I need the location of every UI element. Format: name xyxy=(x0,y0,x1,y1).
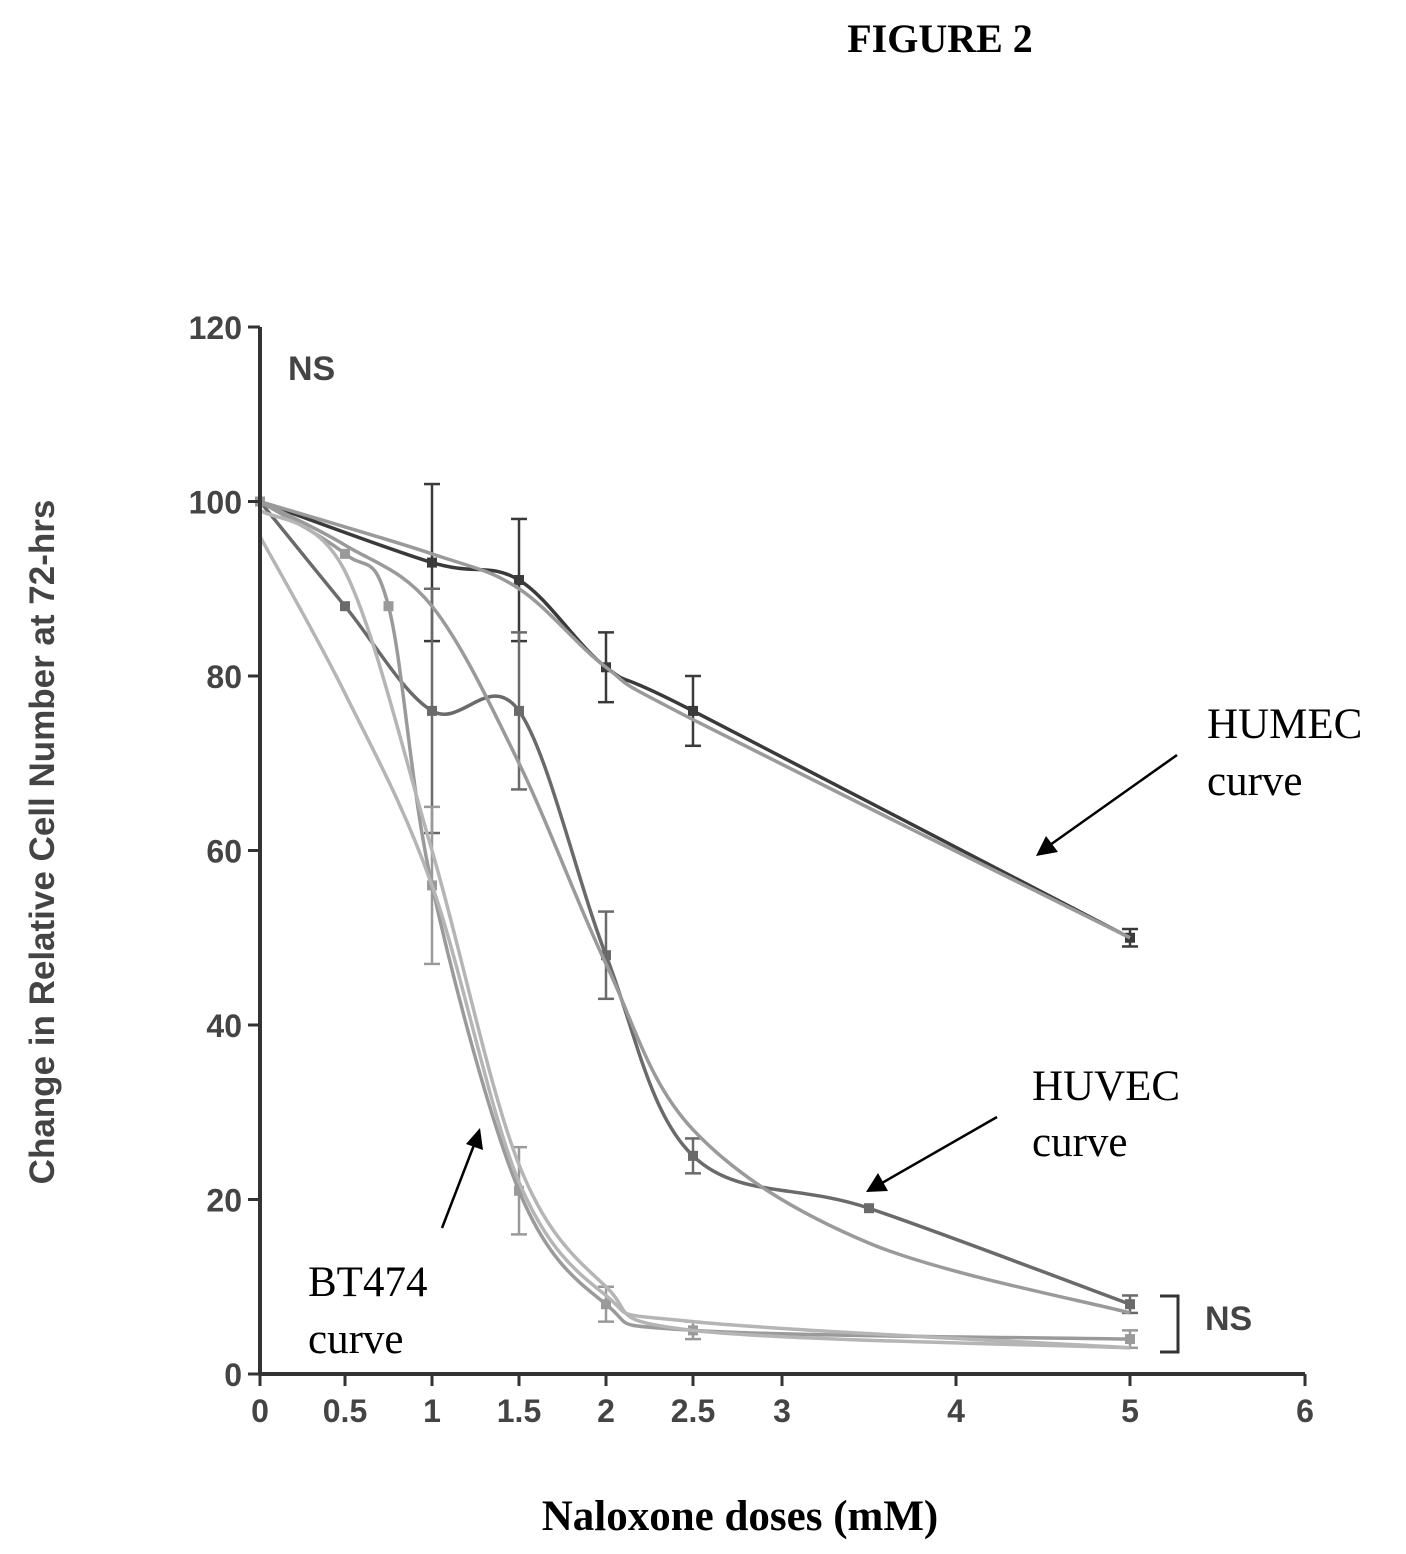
y-tick-label: 80 xyxy=(206,659,242,695)
figure-title: FIGURE 2 xyxy=(847,16,1033,61)
x-tick-label: 2.5 xyxy=(671,1393,715,1429)
y-tick-label: 20 xyxy=(206,1183,242,1219)
bt474-arrow xyxy=(440,1128,483,1229)
series-6 xyxy=(258,535,1131,1350)
series-3 xyxy=(255,496,1138,1315)
x-tick-label: 2 xyxy=(597,1393,615,1429)
series-4 xyxy=(259,499,1131,1315)
series-layer xyxy=(255,482,1138,1350)
series-5 xyxy=(255,496,1138,1350)
series-line xyxy=(259,499,1131,940)
ns-bracket xyxy=(1160,1294,1180,1354)
data-point xyxy=(427,557,437,568)
humec-label-line1: HUMEC xyxy=(1207,701,1362,748)
x-tick-label: 1.5 xyxy=(497,1393,541,1429)
data-point xyxy=(1125,1334,1135,1345)
data-point xyxy=(1125,1299,1135,1310)
x-tick-label: 0.5 xyxy=(323,1393,367,1429)
data-point xyxy=(688,705,698,716)
series-line xyxy=(258,508,1131,1350)
huvec-label-line2: curve xyxy=(1032,1119,1128,1166)
y-axis-label: Change in Relative Cell Number at 72-hrs xyxy=(23,500,62,1185)
y-tick-label: 40 xyxy=(206,1008,242,1044)
x-tick-label: 0 xyxy=(251,1393,269,1429)
x-tick-label: 3 xyxy=(773,1393,791,1429)
y-tick-label: 0 xyxy=(224,1357,242,1393)
x-tick-label: 4 xyxy=(947,1393,965,1429)
data-point xyxy=(383,601,394,612)
series-7 xyxy=(258,508,1131,1350)
data-point xyxy=(514,1185,524,1196)
ns-right-label: NS xyxy=(1205,1300,1252,1338)
y-tick-label: 120 xyxy=(189,310,242,346)
data-point xyxy=(688,1150,698,1161)
series-line xyxy=(259,500,1131,1341)
humec-label-line2: curve xyxy=(1207,758,1303,805)
x-tick-label: 5 xyxy=(1121,1393,1139,1429)
data-point xyxy=(340,601,350,612)
series-2 xyxy=(259,499,1131,940)
bt474-label-line1: BT474 xyxy=(308,1259,427,1306)
data-point xyxy=(340,548,350,559)
x-tick-label: 6 xyxy=(1296,1393,1314,1429)
bt474-label-line2: curve xyxy=(308,1316,404,1363)
data-point xyxy=(864,1203,874,1214)
y-tick-label: 100 xyxy=(189,485,242,521)
data-point xyxy=(427,705,437,716)
ns-top-label: NS xyxy=(288,350,335,388)
axes xyxy=(258,327,1305,1376)
x-axis-label: Naloxone doses (mM) xyxy=(542,1493,939,1540)
y-tick-label: 60 xyxy=(206,834,242,870)
data-point xyxy=(514,705,524,716)
x-tick-label: 1 xyxy=(423,1393,441,1429)
series-line xyxy=(259,499,1131,1315)
data-point xyxy=(514,575,524,586)
data-point xyxy=(601,1299,611,1310)
huvec-label-line1: HUVEC xyxy=(1032,1063,1180,1110)
data-point xyxy=(601,950,611,961)
humec-arrow xyxy=(1036,753,1178,856)
huvec-arrow xyxy=(866,1115,998,1192)
series-line xyxy=(258,535,1131,1350)
